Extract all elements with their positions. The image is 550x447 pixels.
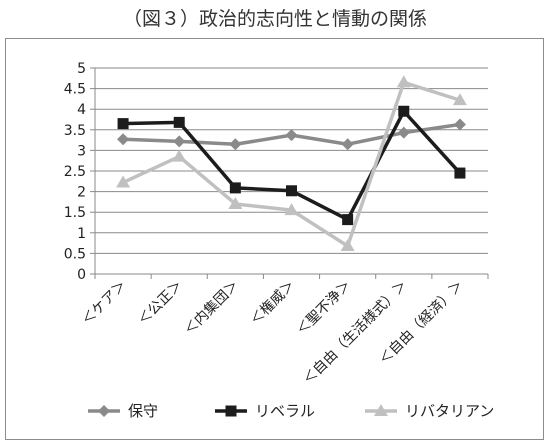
data-point [286, 185, 297, 197]
x-tick-label: ＜権威＞ [247, 277, 299, 329]
y-tick-label: 0 [77, 267, 86, 283]
data-point [340, 238, 355, 251]
legend-marker [225, 405, 237, 417]
legend-label: 保守 [128, 402, 158, 420]
legend-marker [374, 404, 388, 416]
y-tick-label: 1 [77, 226, 86, 242]
legend-label: リバタリアン [405, 402, 494, 420]
y-tick-label: 3.5 [64, 123, 86, 139]
data-point [342, 214, 354, 226]
x-tick-label: ＜自由（生活様式）＞ [300, 278, 410, 388]
data-point [285, 129, 298, 142]
data-point [116, 175, 131, 188]
y-tick-label: 0.5 [64, 246, 86, 262]
data-point [452, 93, 467, 106]
legend-marker [98, 405, 110, 417]
chart-frame [5, 38, 544, 440]
x-tick-label: ＜公正＞ [135, 278, 186, 329]
data-point [229, 182, 241, 194]
data-point [397, 126, 410, 139]
series-line-3 [122, 80, 461, 248]
y-tick-label: 3 [77, 143, 86, 159]
data-point [284, 203, 299, 216]
data-point [229, 138, 242, 151]
data-point [453, 118, 466, 131]
y-tick-label: 2 [77, 185, 86, 201]
data-point [454, 167, 466, 179]
data-point [398, 105, 410, 117]
legend-label: リベラル [255, 402, 315, 420]
data-point [396, 75, 411, 88]
y-tick-label: 2.5 [64, 164, 86, 180]
x-tick-label: ＜ケア＞ [79, 278, 130, 329]
y-tick-label: 4 [77, 102, 86, 118]
data-point [117, 118, 129, 130]
data-point [228, 196, 243, 209]
y-tick-label: 1.5 [64, 205, 86, 221]
data-point [173, 135, 186, 148]
y-tick-label: 4.5 [64, 82, 86, 98]
chart-title: （図３）政治的志向性と情動の関係 [122, 8, 427, 30]
data-point [117, 133, 130, 146]
y-tick-label: 5 [77, 61, 86, 77]
data-point [173, 116, 185, 128]
x-tick-label: ＜聖不浄＞ [294, 278, 355, 339]
data-point [172, 149, 187, 162]
data-point [341, 138, 354, 151]
x-tick-label: ＜内集団＞ [181, 277, 243, 339]
